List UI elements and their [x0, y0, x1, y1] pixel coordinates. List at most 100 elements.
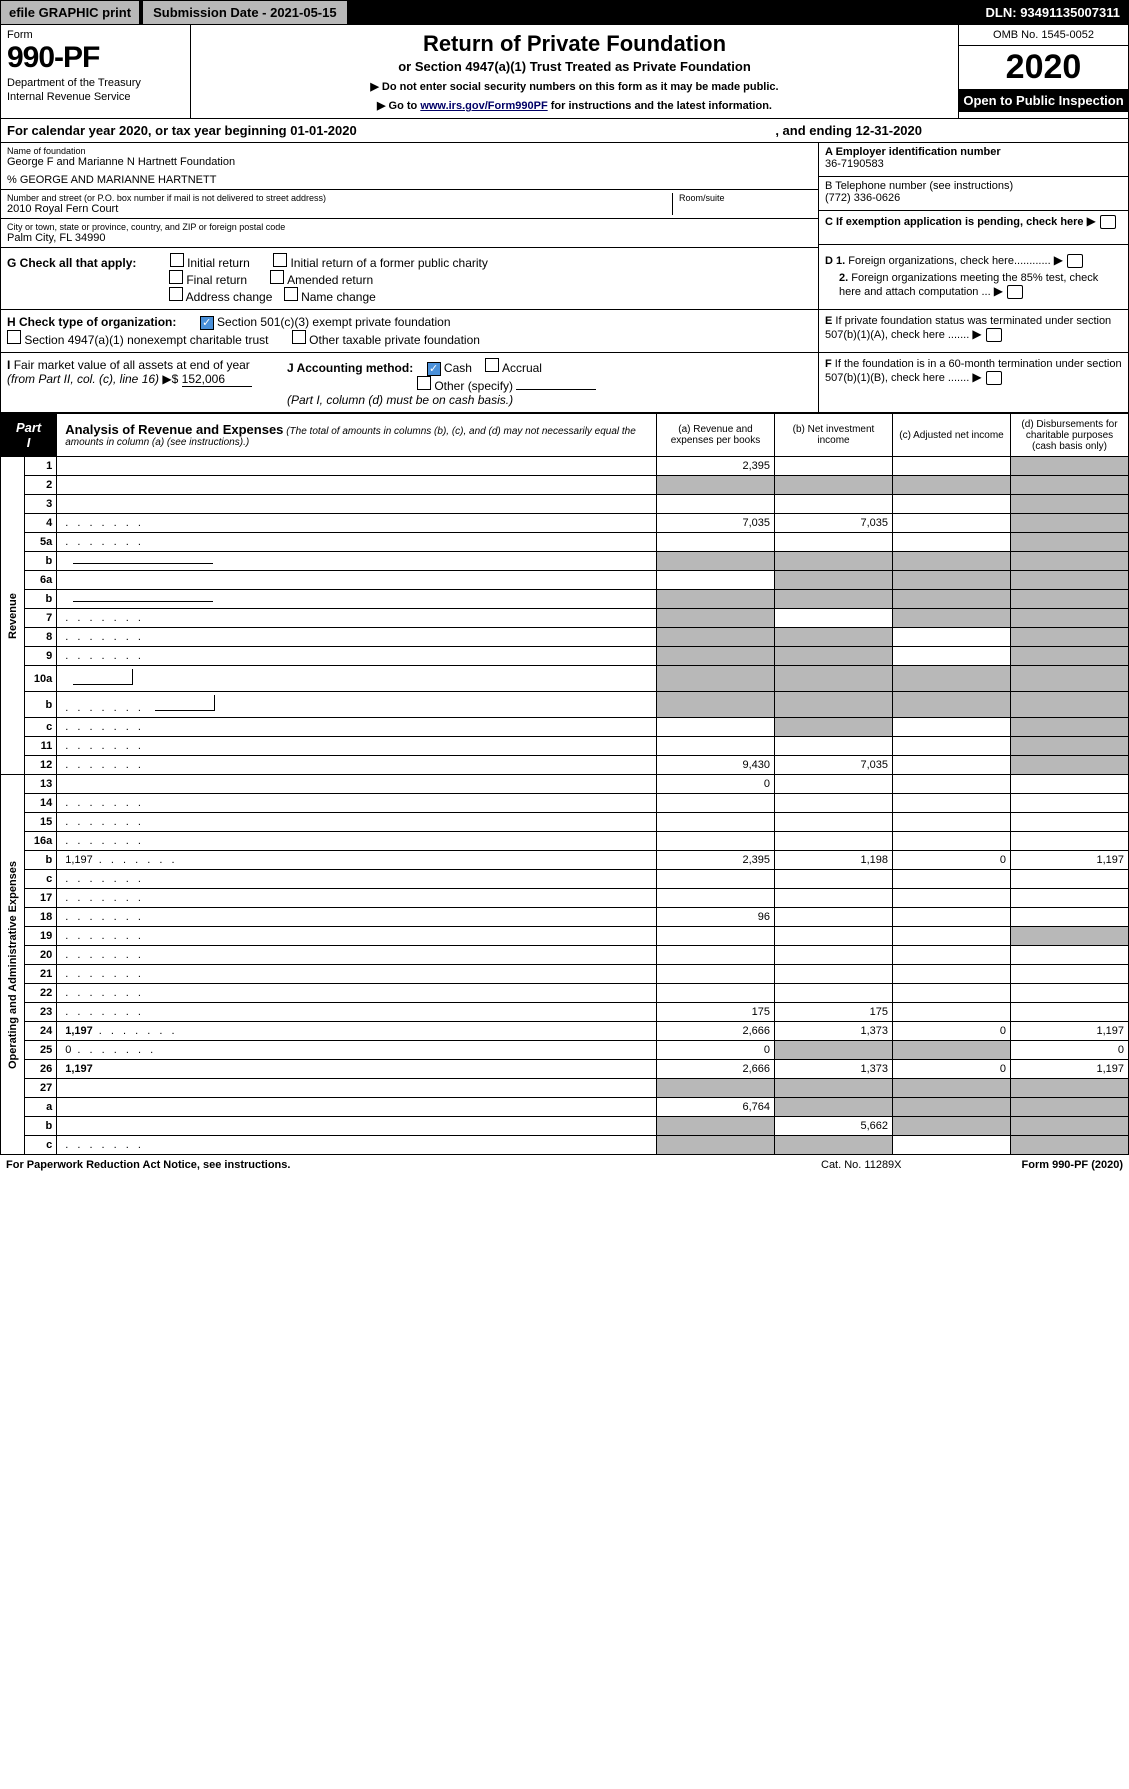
g-address-chk[interactable]	[169, 287, 183, 301]
line-num: 12	[25, 756, 57, 775]
table-row: 9 . . . . . . .	[1, 647, 1129, 666]
table-row: a6,764	[1, 1098, 1129, 1117]
line-num: 23	[25, 1003, 57, 1022]
table-row: 18 . . . . . . .96	[1, 908, 1129, 927]
efile-link[interactable]: efile GRAPHIC print	[1, 1, 139, 24]
line-num: c	[25, 1136, 57, 1155]
line-desc: . . . . . . .	[57, 794, 657, 813]
table-row: c . . . . . . .	[1, 718, 1129, 737]
f-termination-cell: F If the foundation is in a 60-month ter…	[818, 353, 1128, 412]
g-name-chk[interactable]	[284, 287, 298, 301]
line-num: 20	[25, 946, 57, 965]
ij-row: I Fair market value of all assets at end…	[0, 353, 1129, 413]
line-num: 6a	[25, 571, 57, 590]
calendar-year-row: For calendar year 2020, or tax year begi…	[0, 119, 1129, 143]
line-num: 16a	[25, 832, 57, 851]
line-num: 11	[25, 737, 57, 756]
h-4947-chk[interactable]	[7, 330, 21, 344]
ein-cell: A Employer identification number 36-7190…	[819, 143, 1128, 177]
table-row: Revenue12,395	[1, 457, 1129, 476]
line-desc	[57, 457, 657, 476]
line-num: c	[25, 870, 57, 889]
table-row: 10a	[1, 666, 1129, 692]
j-accrual-chk[interactable]	[485, 358, 499, 372]
table-row: 16a . . . . . . .	[1, 832, 1129, 851]
line-num: 7	[25, 609, 57, 628]
address-cell: Number and street (or P.O. box number if…	[1, 190, 818, 219]
d2-checkbox[interactable]	[1007, 285, 1023, 299]
line-num: c	[25, 718, 57, 737]
table-row: 8 . . . . . . .	[1, 628, 1129, 647]
line-num: a	[25, 1098, 57, 1117]
line-num: 10a	[25, 666, 57, 692]
g-initial-return-chk[interactable]	[170, 253, 184, 267]
h-type-row: H Check type of organization: Section 50…	[0, 310, 1129, 353]
line-desc: . . . . . . .	[57, 927, 657, 946]
line-num: 1	[25, 457, 57, 476]
g-amended-chk[interactable]	[270, 270, 284, 284]
city-cell: City or town, state or province, country…	[1, 219, 818, 248]
table-row: 15 . . . . . . .	[1, 813, 1129, 832]
line-desc: . . . . . . .	[57, 692, 657, 718]
g-final-chk[interactable]	[169, 270, 183, 284]
c-exemption-cell: C If exemption application is pending, c…	[819, 211, 1128, 245]
table-row: 7 . . . . . . .	[1, 609, 1129, 628]
line-desc: 1,197	[57, 1060, 657, 1079]
footer: For Paperwork Reduction Act Notice, see …	[0, 1155, 1129, 1175]
top-bar: efile GRAPHIC print Submission Date - 20…	[0, 0, 1129, 25]
g-check-row: G Check all that apply: Initial return I…	[0, 248, 1129, 310]
e-checkbox[interactable]	[986, 328, 1002, 342]
h-label: H Check type of organization:	[7, 315, 176, 329]
line-num: 24	[25, 1022, 57, 1041]
form-ref: Form 990-PF (2020)	[1022, 1159, 1123, 1171]
line-desc: . . . . . . .	[57, 514, 657, 533]
dept-irs: Internal Revenue Service	[7, 91, 184, 103]
irs-link[interactable]: www.irs.gov/Form990PF	[420, 100, 547, 112]
line-desc: . . . . . . .	[57, 718, 657, 737]
table-row: 19 . . . . . . .	[1, 927, 1129, 946]
table-row: b5,662	[1, 1117, 1129, 1136]
note-ssn: ▶ Do not enter social security numbers o…	[197, 80, 952, 93]
phone-cell: B Telephone number (see instructions) (7…	[819, 177, 1128, 211]
line-num: 19	[25, 927, 57, 946]
line-desc: . . . . . . .	[57, 609, 657, 628]
line-desc: 1,197 . . . . . . .	[57, 1022, 657, 1041]
table-row: 2	[1, 476, 1129, 495]
col-c-header: (c) Adjusted net income	[893, 414, 1011, 457]
cal-year-ending: , and ending 12-31-2020	[775, 123, 922, 138]
form-title-block: Return of Private Foundation or Section …	[191, 25, 958, 118]
form-title: Return of Private Foundation	[197, 31, 952, 57]
j-cash-chk[interactable]	[427, 362, 441, 376]
line-desc	[57, 666, 657, 692]
line-num: b	[25, 851, 57, 870]
line-desc: . . . . . . .	[57, 813, 657, 832]
form-header: Form 990-PF Department of the Treasury I…	[0, 25, 1129, 119]
table-row: 11 . . . . . . .	[1, 737, 1129, 756]
table-row: Operating and Administrative Expenses130	[1, 775, 1129, 794]
line-num: 5a	[25, 533, 57, 552]
h-other-chk[interactable]	[292, 330, 306, 344]
g-initial-former-chk[interactable]	[273, 253, 287, 267]
f-checkbox[interactable]	[986, 371, 1002, 385]
c-checkbox[interactable]	[1100, 215, 1116, 229]
g-label: G Check all that apply:	[7, 256, 136, 270]
j-other-chk[interactable]	[417, 376, 431, 390]
line-desc: . . . . . . .	[57, 737, 657, 756]
form-label: Form	[7, 29, 184, 41]
form-id-block: Form 990-PF Department of the Treasury I…	[1, 25, 191, 118]
table-row: b . . . . . . .	[1, 692, 1129, 718]
j-label: J Accounting method:	[287, 361, 413, 375]
table-row: 22 . . . . . . .	[1, 984, 1129, 1003]
table-row: b1,197 . . . . . . .2,3951,19801,197	[1, 851, 1129, 870]
line-num: 9	[25, 647, 57, 666]
line-num: 2	[25, 476, 57, 495]
table-row: b	[1, 552, 1129, 571]
note-link: ▶ Go to www.irs.gov/Form990PF for instru…	[197, 99, 952, 112]
d1-checkbox[interactable]	[1067, 254, 1083, 268]
table-row: 250 . . . . . . .00	[1, 1041, 1129, 1060]
open-public: Open to Public Inspection	[959, 89, 1128, 112]
table-row: b	[1, 590, 1129, 609]
table-row: 241,197 . . . . . . .2,6661,37301,197	[1, 1022, 1129, 1041]
line-desc	[57, 476, 657, 495]
h-501c3-chk[interactable]	[200, 316, 214, 330]
